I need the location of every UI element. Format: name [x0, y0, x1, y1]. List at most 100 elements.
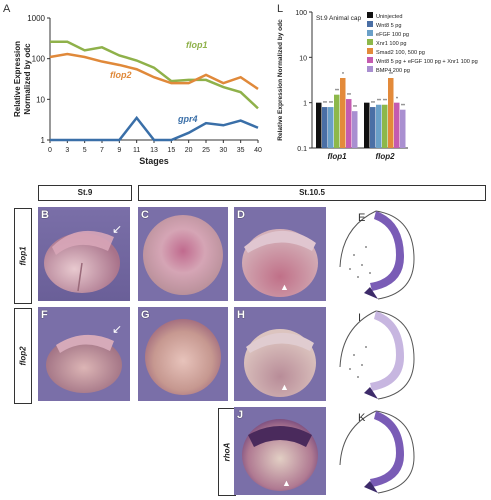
panel-letter-l: L	[277, 3, 284, 15]
x-axis-label: Stages	[139, 156, 169, 166]
x-tick-label: 3	[65, 147, 69, 154]
legend-swatch-0	[367, 12, 373, 18]
x-tick-label: 13	[150, 147, 158, 154]
arrowhead-icon: ▲	[280, 282, 289, 292]
bar-flop1-2	[328, 107, 334, 148]
arrowhead-icon: ▲	[280, 382, 289, 392]
significance-mark: **	[389, 72, 393, 78]
legend-label-0: Uninjected	[376, 14, 402, 20]
embryo-image-f	[38, 307, 130, 401]
panel-letter-c: C	[141, 209, 149, 221]
significance-mark: *	[342, 72, 344, 78]
x-tick-label: 15	[167, 147, 175, 154]
x-tick-label: 5	[83, 147, 87, 154]
x-tick-label: 20	[185, 147, 193, 154]
significance-mark: **	[335, 89, 339, 95]
bar-flop2-4	[388, 78, 394, 148]
chart-title: St.9 Animal cap	[316, 15, 362, 22]
bar-flop1-3	[334, 94, 340, 148]
embryo-image-b	[38, 207, 130, 301]
gene-label-flop2: flop2	[14, 308, 32, 404]
y-tick-label: 100	[32, 55, 46, 64]
y-tick-label: 1	[41, 136, 46, 145]
schematic-k	[330, 407, 422, 495]
embryo-image-h	[234, 307, 326, 401]
schematic-i	[330, 307, 422, 401]
x-tick-label: flop1	[327, 152, 347, 161]
significance-mark: **	[377, 99, 381, 105]
bar-flop2-5	[394, 102, 400, 148]
series-annotation-gpr4: gpr4	[177, 114, 198, 124]
legend-label-2: eFGF 100 pg	[376, 32, 409, 38]
bar-flop2-0	[364, 102, 370, 148]
x-tick-label: 0	[48, 147, 52, 154]
y-axis-label: Relative Expression	[13, 41, 22, 117]
bar-flop1-5	[346, 99, 352, 148]
series-annotation-flop1: flop1	[186, 40, 208, 50]
x-tick-label: 40	[254, 147, 262, 154]
significance-mark: *	[396, 97, 398, 103]
y-tick-label: 1	[303, 101, 307, 108]
arrowhead-icon: ▲	[282, 478, 291, 488]
y-axis-label: Normalized by odc	[23, 43, 32, 115]
stage-header-st9: St.9	[38, 185, 132, 201]
bar-flop1-1	[322, 107, 328, 148]
panel-letter-j: J	[237, 409, 244, 421]
series-line-gpr4	[50, 115, 259, 142]
panel-letter-d: D	[237, 209, 245, 221]
y-tick-label: 0.1	[297, 146, 307, 153]
gene-label-text: flop1	[18, 246, 28, 266]
gene-label-flop1: flop1	[14, 208, 32, 304]
bar-flop1-0	[316, 102, 322, 148]
series-annotation-flop2: flop2	[110, 70, 132, 80]
y-tick-label: 100	[295, 10, 307, 17]
legend-label-1: Wnt8 5 pg	[376, 23, 402, 29]
legend-label-5: Wnt8 5 pg + eFGF 100 pg + Xnr1 100 pg	[376, 59, 478, 65]
schematic-e	[330, 207, 422, 301]
bar-flop1-6	[352, 111, 358, 148]
arrow-icon: ↙	[112, 322, 123, 336]
significance-mark: **	[401, 104, 405, 110]
gene-label-text: rhoA	[222, 442, 232, 462]
x-tick-label: 9	[117, 147, 121, 154]
gene-label-text: flop2	[18, 346, 28, 366]
significance-mark: **	[371, 101, 375, 107]
significance-mark: **	[347, 93, 351, 99]
stage-header-st10-5: St.10.5	[138, 185, 486, 201]
panel-letter-b: B	[41, 209, 49, 221]
bar-flop2-2	[376, 104, 382, 148]
x-tick-label: 25	[202, 147, 210, 154]
x-tick-label: 30	[219, 147, 227, 154]
legend-label-3: Xnr1 100 pg	[376, 41, 406, 47]
x-tick-label: 35	[237, 147, 245, 154]
bar-flop1-4	[340, 78, 346, 148]
significance-mark: **	[353, 105, 357, 111]
legend-swatch-3	[367, 39, 373, 45]
bar-chart-l: 100 10 1 0.1 Relative Expression Normalized …	[277, 10, 478, 161]
embryo-image-c	[138, 207, 228, 301]
panel-letter-g: G	[141, 309, 150, 321]
panel-letter-k: K	[358, 412, 366, 424]
panel-letter-a: A	[3, 3, 11, 15]
x-tick-label: flop2	[375, 152, 395, 161]
embryo-image-d	[234, 207, 326, 301]
legend-swatch-6	[367, 66, 373, 72]
y-tick-label: 10	[36, 95, 45, 104]
arrow-icon: ↙	[112, 222, 123, 236]
legend-label-6: BMP4 200 pg	[376, 68, 410, 74]
x-tick-label: 7	[100, 147, 104, 154]
significance-mark: **	[383, 99, 387, 105]
legend-swatch-1	[367, 21, 373, 27]
embryo-image-j	[234, 407, 326, 495]
bar-flop2-6	[400, 109, 406, 148]
legend-swatch-2	[367, 30, 373, 36]
legend-swatch-4	[367, 48, 373, 54]
panel-letter-e: E	[358, 212, 366, 224]
series-line-flop2	[49, 52, 259, 90]
y-tick-label: 1000	[27, 14, 45, 23]
panel-letter-h: H	[237, 309, 245, 321]
legend-swatch-5	[367, 57, 373, 63]
embryo-image-g	[138, 307, 228, 401]
x-tick-label: 11	[133, 147, 140, 154]
significance-mark: **	[323, 101, 327, 107]
